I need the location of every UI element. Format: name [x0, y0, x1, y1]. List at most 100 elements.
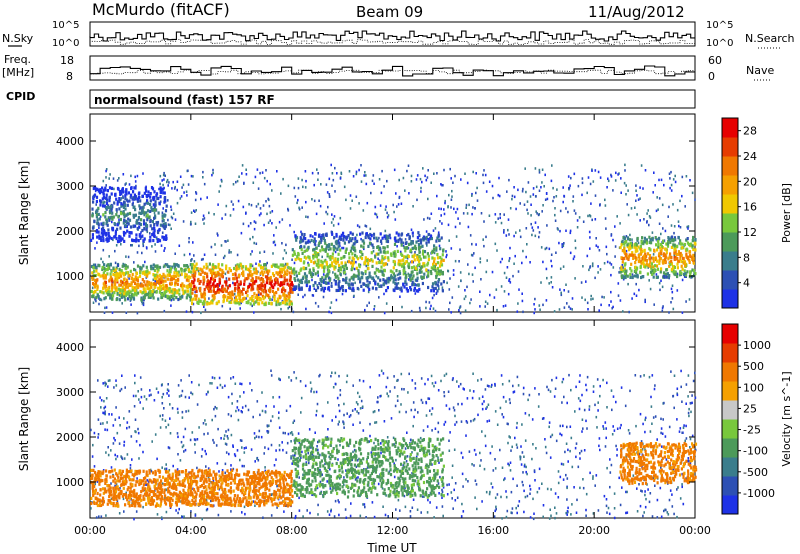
heatmap-cell: [268, 281, 271, 285]
heatmap-cell: [507, 228, 509, 232]
heatmap-cell: [666, 272, 669, 276]
heatmap-cell: [409, 278, 412, 282]
heatmap-cell: [656, 259, 659, 263]
noise-tick-low-left: 10^0: [52, 38, 79, 49]
heatmap-cell: [410, 270, 413, 274]
heatmap-cell: [253, 271, 256, 275]
heatmap-cell: [125, 311, 128, 314]
heatmap-cell: [569, 251, 572, 255]
heatmap-cell: [317, 172, 319, 175]
heatmap-cell: [640, 252, 643, 256]
heatmap-cell: [643, 236, 646, 240]
heatmap-cell: [390, 417, 393, 420]
heatmap-cell: [91, 295, 94, 299]
heatmap-cell: [154, 203, 157, 207]
heatmap-cell: [138, 244, 140, 248]
heatmap-cell: [96, 208, 99, 212]
heatmap-cell: [380, 442, 382, 445]
heatmap-cell: [306, 281, 309, 285]
heatmap-cell: [677, 486, 679, 489]
heatmap-cell: [315, 246, 318, 250]
heatmap-cell: [429, 237, 432, 241]
heatmap-cell: [228, 452, 230, 456]
heatmap-cell: [143, 237, 146, 241]
heatmap-cell: [204, 271, 207, 275]
heatmap-cell: [164, 275, 167, 279]
heatmap-cell: [274, 243, 277, 247]
heatmap-cell: [636, 487, 638, 490]
heatmap-cell: [118, 267, 121, 271]
heatmap-cell: [294, 454, 296, 457]
heatmap-cell: [374, 280, 377, 284]
heatmap-cell: [490, 482, 493, 485]
heatmap-cell: [152, 238, 155, 243]
heatmap-cell: [438, 207, 440, 210]
heatmap-cell: [623, 181, 626, 185]
heatmap-cell: [111, 311, 114, 314]
heatmap-cell: [424, 174, 426, 178]
heatmap-cell: [656, 516, 659, 519]
heatmap-cell: [669, 186, 671, 190]
heatmap-cell: [334, 240, 337, 244]
heatmap-cell: [272, 241, 275, 244]
heatmap-cell: [450, 177, 452, 180]
heatmap-cell: [538, 467, 541, 471]
heatmap-cell: [162, 207, 164, 210]
heatmap-cell: [340, 233, 343, 237]
heatmap-cell: [418, 287, 421, 291]
heatmap-cell: [302, 261, 305, 265]
heatmap-cell: [217, 290, 220, 294]
heatmap-cell: [264, 469, 267, 473]
heatmap-cell: [639, 219, 641, 222]
heatmap-cell: [194, 210, 196, 213]
heatmap-cell: [617, 282, 620, 285]
heatmap-cell: [418, 262, 421, 266]
heatmap-cell: [142, 264, 145, 268]
heatmap-cell: [406, 257, 409, 260]
heatmap-cell: [509, 207, 512, 210]
heatmap-cell: [113, 285, 116, 289]
heatmap-cell: [210, 301, 213, 305]
heatmap-cell: [142, 172, 144, 175]
heatmap-cell: [494, 384, 496, 387]
heatmap-cell: [246, 289, 249, 293]
heatmap-cell: [233, 277, 236, 281]
heatmap-cell: [461, 472, 464, 476]
heatmap-cell: [416, 258, 419, 262]
heatmap-cell: [172, 277, 175, 281]
heatmap-cell: [207, 390, 209, 394]
heatmap-cell: [357, 269, 360, 273]
heatmap-cell: [156, 239, 159, 243]
heatmap-cell: [117, 215, 120, 219]
heatmap-cell: [234, 287, 237, 291]
heatmap-cell: [386, 250, 389, 254]
heatmap-cell: [554, 219, 557, 222]
heatmap-cell: [673, 246, 676, 250]
heatmap-cell: [419, 266, 423, 270]
heatmap-cell: [202, 265, 206, 269]
heatmap-cell: [305, 274, 308, 278]
heatmap-cell: [363, 174, 365, 177]
heatmap-cell: [147, 190, 150, 194]
heatmap-cell: [102, 213, 105, 217]
heatmap-cell: [435, 239, 438, 243]
heatmap-cell: [362, 288, 365, 292]
heatmap-cell: [623, 250, 626, 254]
heatmap-cell: [257, 263, 261, 267]
heatmap-cell: [202, 176, 204, 179]
heatmap-cell: [415, 178, 418, 181]
heatmap-cell: [576, 498, 578, 502]
heatmap-cell: [436, 283, 439, 287]
heatmap-cell: [642, 275, 645, 279]
heatmap-cell: [674, 174, 676, 178]
heatmap-cell: [352, 175, 355, 178]
heatmap-cell: [165, 510, 168, 514]
heatmap-cell: [384, 229, 387, 233]
heatmap-cell: [436, 256, 440, 260]
heatmap-cell: [449, 431, 451, 434]
heatmap-cell: [202, 214, 205, 217]
heatmap-cell: [600, 303, 602, 307]
heatmap-cell: [298, 509, 301, 512]
heatmap-cell: [187, 268, 190, 272]
heatmap-cell: [354, 408, 356, 411]
